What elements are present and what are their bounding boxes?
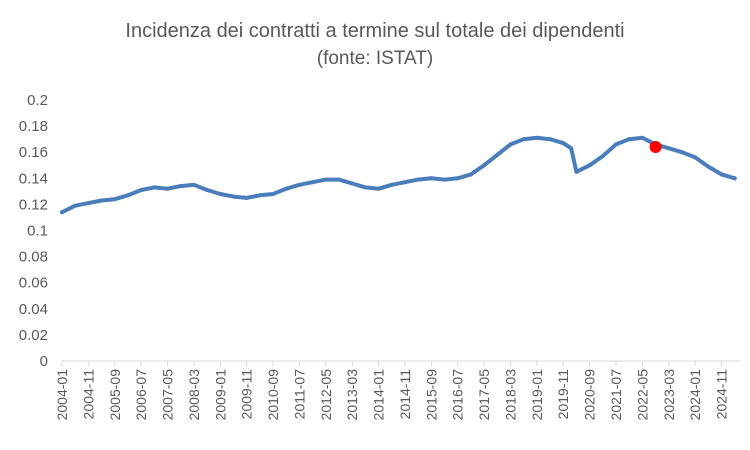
x-tick-label: 2009-11	[239, 369, 255, 420]
series-point	[139, 188, 144, 193]
y-tick-label: 0.1	[27, 223, 48, 240]
y-tick-label: 0.16	[19, 144, 48, 161]
x-tick-label: 2024-11	[714, 369, 730, 420]
series-point	[205, 188, 210, 193]
series-point	[495, 152, 500, 157]
x-axis: 2004-01 2004-11 2005-09 2006-07 2007-05 2008-…	[54, 369, 730, 421]
series-point	[350, 181, 355, 186]
y-tick-label: 0.2	[27, 92, 48, 109]
x-axis-tick-marks	[61, 361, 723, 366]
x-tick-label: 2016-07	[450, 369, 466, 421]
series-point	[455, 176, 460, 181]
series-point	[323, 177, 328, 182]
x-tick-label: 2022-05	[634, 369, 650, 421]
series-point	[587, 163, 592, 168]
series-point	[482, 163, 487, 168]
x-tick-label: 2023-03	[661, 369, 677, 421]
y-tick-label: 0.14	[19, 170, 48, 187]
series-point	[191, 182, 196, 187]
series-point	[442, 177, 447, 182]
x-tick-label: 2007-05	[160, 369, 176, 421]
series-point	[627, 137, 632, 142]
series-point	[218, 191, 223, 196]
x-tick-label: 2010-09	[265, 369, 281, 421]
series-point	[679, 150, 684, 155]
x-tick-label: 2021-07	[608, 369, 624, 421]
series-point	[429, 176, 434, 181]
x-tick-label: 2018-03	[502, 369, 518, 421]
series-point	[416, 177, 421, 182]
x-tick-label: 2014-01	[371, 369, 387, 421]
series-point	[706, 164, 711, 169]
series-point	[521, 137, 526, 142]
series-point	[574, 169, 579, 174]
x-tick-label: 2013-03	[344, 369, 360, 421]
series-point	[257, 193, 262, 198]
x-tick-label: 2004-11	[80, 369, 96, 420]
series-point	[86, 201, 91, 206]
x-tick-label: 2019-11	[555, 369, 571, 420]
series-point	[389, 182, 394, 187]
series-point	[244, 195, 249, 200]
series-points	[60, 135, 737, 215]
series-point	[152, 185, 157, 190]
series-point	[297, 182, 302, 187]
series-point	[468, 172, 473, 177]
y-tick-label: 0.06	[19, 275, 48, 292]
x-tick-label: 2004-01	[54, 369, 70, 421]
series-point	[600, 154, 605, 159]
x-tick-label: 2015-09	[423, 369, 439, 421]
series-point	[732, 176, 737, 181]
x-tick-label: 2017-05	[476, 369, 492, 421]
y-tick-label: 0	[40, 353, 48, 370]
chart-subtitle: (fonte: ISTAT)	[316, 48, 434, 69]
x-tick-label: 2014-11	[397, 369, 413, 420]
series-point	[73, 203, 78, 208]
y-tick-label: 0.12	[19, 196, 48, 213]
x-tick-label: 2009-01	[212, 369, 228, 421]
x-tick-label: 2020-09	[582, 369, 598, 421]
series-point	[376, 186, 381, 191]
series-point	[534, 135, 539, 140]
series-point	[337, 177, 342, 182]
series-point	[548, 137, 553, 142]
series-point	[125, 193, 130, 198]
series-point	[271, 191, 276, 196]
y-tick-label: 0.04	[19, 301, 48, 318]
series-point	[640, 135, 645, 140]
series-point	[60, 210, 64, 215]
series-point	[284, 186, 289, 191]
chart-title: Incidenza dei contratti a termine sul to…	[125, 20, 625, 42]
x-tick-label: 2019-01	[529, 369, 545, 421]
series-point	[112, 197, 117, 202]
series-point	[693, 155, 698, 160]
y-tick-label: 0.08	[19, 249, 48, 266]
y-tick-label: 0.18	[19, 118, 48, 135]
series-point	[614, 142, 619, 147]
x-tick-label: 2024-01	[687, 369, 703, 421]
highlight-point	[649, 140, 662, 153]
series-line	[60, 135, 737, 215]
series-point	[719, 172, 724, 177]
series-point	[402, 180, 407, 185]
y-axis: 0 0.02 0.04 0.06 0.08 0.1 0.12 0.14 0.16 0.18 0.2	[19, 92, 48, 370]
series-point	[561, 141, 566, 146]
x-tick-label: 2012-05	[318, 369, 334, 421]
series-point	[569, 146, 574, 151]
series-point	[363, 185, 368, 190]
x-tick-label: 2008-03	[186, 369, 202, 421]
x-tick-label: 2006-07	[133, 369, 149, 421]
series-point	[310, 180, 315, 185]
series-point	[666, 146, 671, 151]
series-point	[508, 142, 513, 147]
x-tick-label: 2011-07	[291, 369, 307, 420]
series-point	[178, 184, 183, 189]
series-point	[231, 194, 236, 199]
series-point	[99, 198, 104, 203]
y-tick-label: 0.02	[19, 327, 48, 344]
x-tick-label: 2005-09	[107, 369, 123, 421]
series-point	[165, 186, 170, 191]
